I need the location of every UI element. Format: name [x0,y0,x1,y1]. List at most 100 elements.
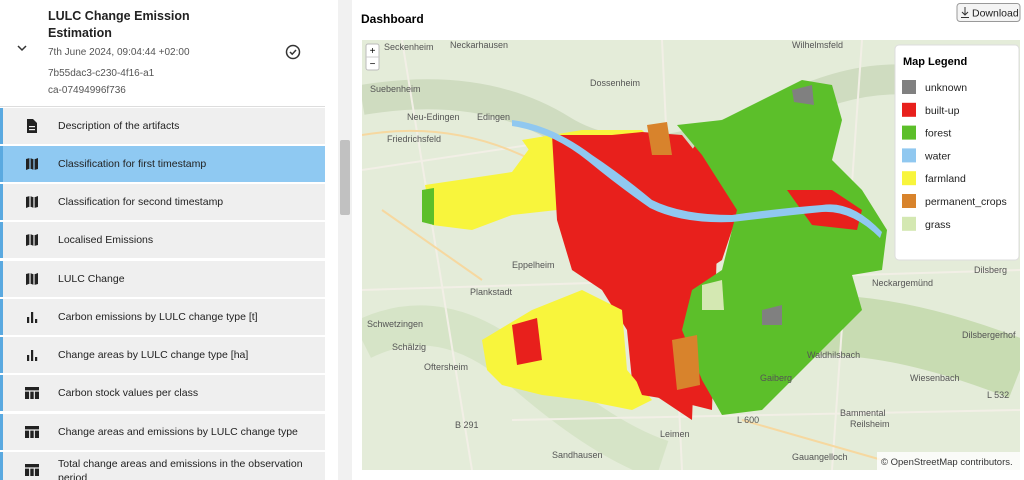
lulc-area [677,80,887,415]
lulc-area [672,335,700,390]
status-icon [285,44,301,60]
dashboard: Dashboard Download [361,3,1021,470]
legend-swatch [902,80,916,94]
artifact-item[interactable]: Change areas by LULC change type [ha] [0,337,325,373]
item-label: LULC Change [58,273,125,285]
attribution: © OpenStreetMap contributors. [881,457,1013,468]
lulc-area [512,120,882,238]
place-label: Plankstadt [470,287,513,297]
artifact-title: LULC Change Emission Estimation [48,9,190,40]
lulc-area [792,85,814,105]
place-label: Friedrichsfeld [387,134,441,144]
place-label: L 600 [737,415,759,425]
place-label: Eppelheim [512,260,555,270]
artifact-id: 7b55dac3-c230-4f16-a1ca-07494996f736 [48,68,155,96]
place-label: Sandhausen [552,450,603,460]
artifact-item[interactable]: Change areas and emissions by LULC chang… [0,414,325,450]
zoom-control: + − [365,43,380,71]
download-button[interactable]: Download [956,3,1021,22]
legend-label: farmland [925,173,966,185]
scrollbar[interactable] [338,0,352,480]
place-label: Dilsberg [974,265,1007,275]
legend-swatch [902,216,916,231]
map[interactable]: Seckenheim Neckarhausen Wilhelmsfeld Sue… [362,40,1020,470]
place-label: Neu-Edingen [407,112,460,122]
lulc-area [512,318,542,365]
place-label: Neckargemünd [872,278,933,288]
dashboard-title: Dashboard [361,12,424,26]
lulc-area [702,280,724,310]
artifact-item[interactable]: Carbon emissions by LULC change type [t] [0,299,325,335]
legend-label: built-up [925,105,960,117]
place-label: Seckenheim [384,42,434,52]
place-label: Gauangelloch [792,452,848,462]
item-label: Localised Emissions [58,234,154,246]
place-label: Dilsbergerhof [962,330,1016,340]
item-label: Classification for second timestamp [58,196,224,208]
legend-label: permanent_crops [925,196,1007,208]
place-label: Oftersheim [424,362,468,372]
place-label: L 532 [987,390,1009,400]
place-label: Dossenheim [590,78,640,88]
item-label: Carbon emissions by LULC change type [t] [58,311,258,323]
lulc-area [647,122,672,155]
legend-label: forest [925,128,951,140]
artifact-item[interactable]: Total change areas and emissions in the … [0,452,325,480]
table-icon [25,426,39,438]
zoom-in[interactable]: + [370,46,376,57]
place-label: Wiesenbach [910,373,960,383]
legend-title: Map Legend [903,56,967,68]
doc-icon [27,119,37,133]
scrollbar-thumb[interactable] [340,140,350,215]
artifact-header[interactable]: LULC Change Emission Estimation 7th June… [0,0,325,107]
table-icon [25,464,39,476]
download-label: Download [972,8,1019,20]
map-icon [26,196,38,208]
chart-icon [27,312,38,323]
item-label: Carbon stock values per class [58,387,199,399]
item-label: Total change areas and emissions in the … [58,458,303,480]
artifact-item[interactable]: Classification for first timestamp [0,146,325,182]
map-legend: Map Legend unknown built-up forest water far… [894,44,1020,261]
lulc-area [762,305,782,325]
place-label: Schälzig [392,342,426,352]
chart-icon [27,350,38,361]
place-label: Neckarhausen [450,40,508,50]
item-label: Change areas and emissions by LULC chang… [58,426,298,438]
legend-swatch [902,102,916,117]
map-icon [26,273,38,285]
lulc-area [425,145,557,230]
place-label: Wilhelmsfeld [792,40,843,50]
lulc-area [482,290,652,410]
artifact-item[interactable]: Localised Emissions [0,222,325,258]
place-label: Gaiberg [760,373,792,383]
sidebar: LULC Change Emission Estimation 7th June… [0,0,325,480]
place-label: Edingen [477,112,510,122]
place-label: Suebenheim [370,84,421,94]
artifact-date: 7th June 2024, 09:04:44 +02:00 [48,47,190,58]
item-label: Change areas by LULC change type [ha] [58,349,249,361]
legend-swatch [902,148,916,163]
place-label: B 291 [455,420,479,430]
place-label: Schwetzingen [367,319,423,329]
lulc-area [632,340,677,400]
lulc-area [422,188,434,225]
artifact-item[interactable]: LULC Change [0,261,325,297]
collapse-icon[interactable] [16,42,28,54]
legend-label: grass [925,219,951,231]
map-icon [26,234,38,246]
artifact-item[interactable]: Carbon stock values per class [0,375,325,411]
map-icon [26,158,38,170]
attribution-bg [877,452,1020,470]
place-label: Waldhilsbach [807,350,860,360]
legend-swatch [902,171,916,186]
artifact-item[interactable]: Description of the artifacts [0,108,325,144]
legend-label: unknown [925,82,967,94]
zoom-out[interactable]: − [370,59,376,70]
artifact-item[interactable]: Classification for second timestamp [0,184,325,220]
legend-label: water [924,150,951,162]
legend-swatch [902,194,916,208]
item-label: Description of the artifacts [58,120,180,132]
place-label: Leimen [660,429,690,439]
